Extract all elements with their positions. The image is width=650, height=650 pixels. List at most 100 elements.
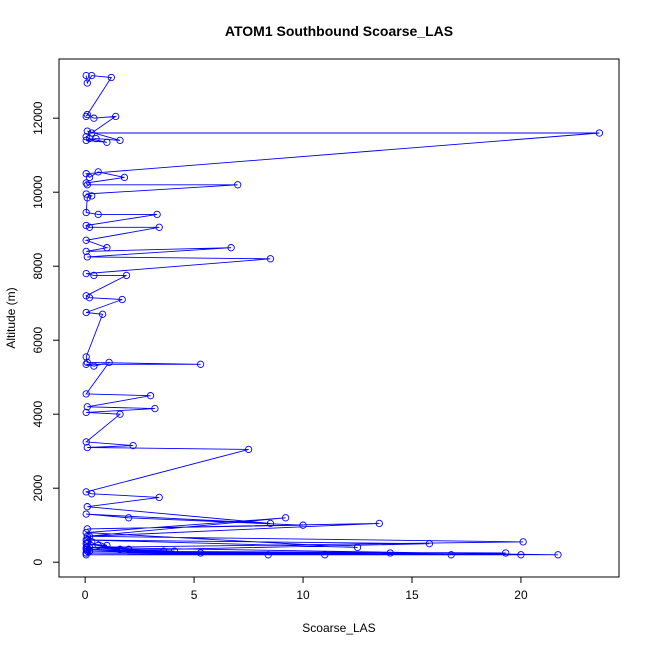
data-point bbox=[82, 510, 90, 518]
data-point bbox=[120, 173, 129, 182]
x-axis-label: Scoarse_LAS bbox=[302, 621, 375, 635]
data-point bbox=[94, 168, 102, 176]
data-point bbox=[129, 441, 137, 450]
data-point bbox=[83, 194, 91, 202]
data-point bbox=[196, 549, 205, 557]
x-tick-label: 20 bbox=[514, 588, 528, 602]
y-tick-label: 2000 bbox=[31, 475, 45, 502]
data-point bbox=[82, 236, 90, 244]
data-point bbox=[83, 403, 91, 411]
data-point bbox=[94, 210, 102, 219]
y-tick-label: 12000 bbox=[31, 101, 45, 135]
data-point bbox=[554, 551, 562, 559]
data-point bbox=[353, 543, 362, 552]
data-point bbox=[82, 71, 90, 80]
data-point bbox=[244, 445, 253, 454]
data-point bbox=[98, 310, 107, 318]
data-point bbox=[82, 308, 90, 317]
data-point bbox=[266, 519, 275, 528]
data-point bbox=[146, 392, 155, 400]
series-line bbox=[84, 75, 600, 556]
data-point bbox=[107, 73, 115, 82]
data-point bbox=[502, 549, 510, 557]
data-point bbox=[88, 192, 96, 200]
data-point bbox=[82, 543, 90, 552]
data-point bbox=[82, 528, 90, 537]
data-point bbox=[85, 294, 94, 302]
data-point bbox=[82, 360, 90, 368]
data-point bbox=[151, 404, 159, 413]
series-points bbox=[82, 71, 604, 559]
data-point bbox=[83, 110, 91, 119]
data-point bbox=[83, 79, 91, 87]
data-point bbox=[375, 519, 383, 528]
data-point bbox=[83, 525, 91, 533]
data-point bbox=[82, 408, 90, 417]
data-point bbox=[266, 255, 275, 263]
data-point bbox=[170, 547, 179, 555]
data-point bbox=[83, 443, 91, 452]
x-tick-label: 10 bbox=[296, 588, 310, 602]
data-point bbox=[447, 551, 455, 559]
data-point bbox=[153, 210, 161, 219]
y-tick-label: 10000 bbox=[31, 175, 45, 209]
data-point bbox=[264, 551, 272, 559]
data-point bbox=[92, 134, 100, 143]
data-point bbox=[425, 540, 434, 548]
data-point bbox=[155, 493, 163, 502]
data-point bbox=[196, 360, 205, 368]
data-point bbox=[82, 208, 90, 217]
data-point bbox=[103, 138, 111, 146]
data-point bbox=[103, 541, 111, 550]
data-point bbox=[82, 112, 90, 121]
y-axis-label: Altitude (m) bbox=[4, 287, 18, 348]
y-tick-label: 8000 bbox=[31, 253, 45, 280]
data-point bbox=[94, 541, 102, 550]
data-point bbox=[517, 551, 525, 559]
data-point bbox=[125, 545, 133, 553]
data-point bbox=[116, 410, 124, 418]
data-point bbox=[299, 521, 307, 529]
x-axis: 0 5 10 15 20 bbox=[82, 576, 528, 602]
data-point bbox=[85, 223, 94, 231]
x-tick-label: 15 bbox=[405, 588, 419, 602]
data-point bbox=[83, 127, 91, 135]
data-point bbox=[155, 223, 163, 231]
data-point bbox=[90, 362, 98, 370]
data-point bbox=[83, 545, 91, 553]
x-tick-label: 0 bbox=[82, 588, 89, 602]
data-point bbox=[122, 271, 131, 280]
data-point bbox=[85, 173, 94, 182]
data-point bbox=[88, 538, 96, 546]
data-point bbox=[519, 538, 527, 546]
data-point bbox=[83, 503, 91, 511]
data-point bbox=[82, 136, 90, 145]
data-point bbox=[83, 253, 91, 261]
data-point bbox=[321, 551, 329, 559]
data-point bbox=[116, 136, 124, 145]
data-point bbox=[88, 129, 96, 137]
y-tick-label: 4000 bbox=[31, 401, 45, 428]
data-point bbox=[112, 112, 120, 121]
y-tick-label: 0 bbox=[31, 559, 45, 566]
data-point bbox=[82, 438, 90, 446]
data-point bbox=[83, 547, 91, 555]
data-point bbox=[82, 179, 90, 187]
data-point bbox=[82, 269, 90, 278]
data-point bbox=[386, 549, 394, 557]
y-tick-label: 6000 bbox=[31, 327, 45, 354]
data-point bbox=[82, 390, 90, 398]
x-tick-label: 5 bbox=[191, 588, 198, 602]
data-point bbox=[118, 295, 126, 304]
data-point bbox=[83, 358, 91, 367]
data-point bbox=[125, 514, 133, 522]
data-point bbox=[82, 247, 90, 256]
data-point bbox=[88, 71, 96, 80]
data-point bbox=[281, 514, 290, 522]
data-point bbox=[83, 540, 91, 548]
data-point bbox=[595, 129, 604, 137]
data-point bbox=[82, 353, 90, 361]
chart-title: ATOM1 Southbound Scoarse_LAS bbox=[225, 23, 453, 39]
